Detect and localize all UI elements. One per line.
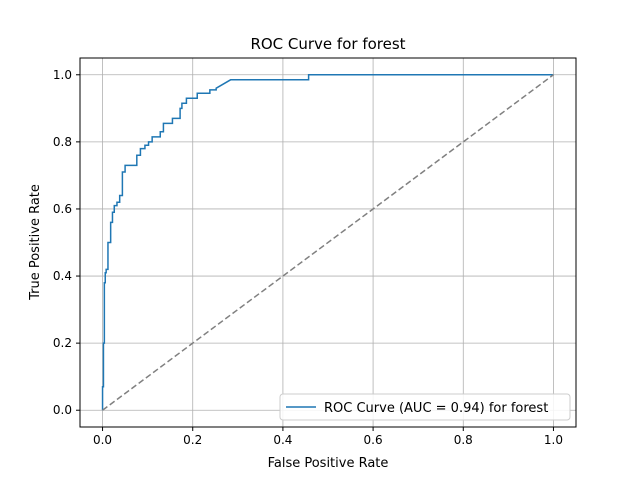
legend: ROC Curve (AUC = 0.94) for forest (279, 393, 571, 421)
y-tick-label-3: 0.6 (53, 202, 72, 216)
x-tick-label-3: 0.6 (364, 433, 383, 447)
x-tick-label-2: 0.4 (273, 433, 292, 447)
x-tick-label-1: 0.2 (183, 433, 202, 447)
grid-lines (80, 58, 576, 427)
chart-title: ROC Curve for forest (250, 35, 405, 53)
y-axis-ticks: 0.0 0.2 0.4 0.6 0.8 1.0 (53, 68, 80, 417)
y-tick-label-0: 0.0 (53, 403, 72, 417)
x-tick-label-5: 1.0 (544, 433, 563, 447)
legend-box (279, 393, 571, 421)
y-tick-label-2: 0.4 (53, 269, 72, 283)
y-tick-label-1: 0.2 (53, 336, 72, 350)
x-tick-label-4: 0.8 (454, 433, 473, 447)
axes-frame (79, 57, 577, 428)
plot-area (101, 74, 554, 411)
roc-curve-line (101, 74, 554, 411)
x-tick-label-0: 0.0 (93, 433, 112, 447)
y-axis-label: True Positive Rate (28, 184, 43, 301)
y-tick-label-4: 0.8 (53, 135, 72, 149)
legend-label: ROC Curve (AUC = 0.94) for forest (324, 401, 548, 416)
x-axis-label: False Positive Rate (268, 456, 389, 471)
diagonal-reference-line (102, 74, 554, 411)
x-axis-ticks: 0.0 0.2 0.4 0.6 0.8 1.0 (93, 427, 563, 447)
y-tick-label-5: 1.0 (53, 68, 72, 82)
